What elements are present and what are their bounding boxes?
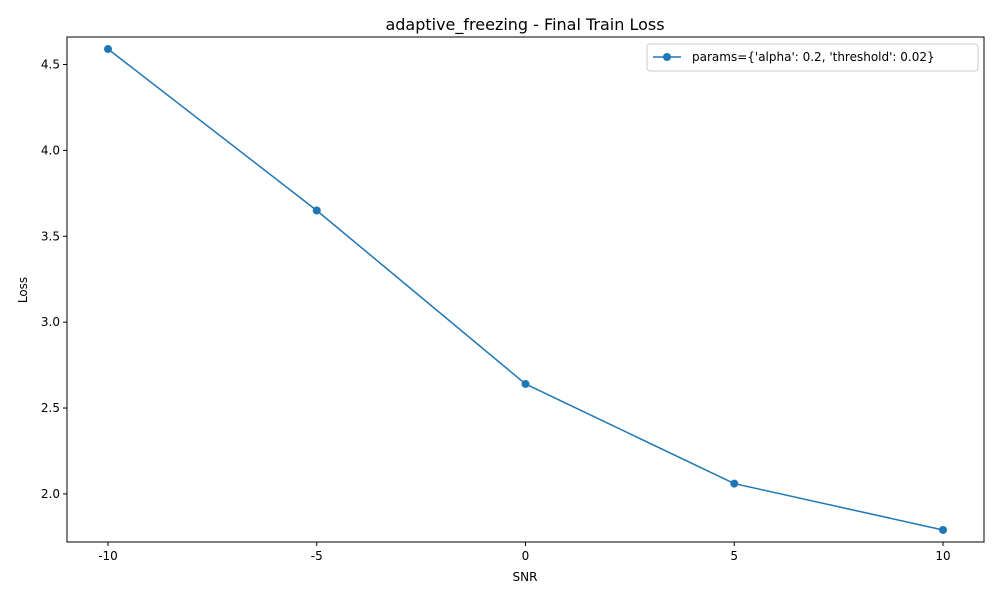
x-tick-label: -5 (311, 549, 323, 563)
legend-point-marker (663, 53, 671, 61)
y-tick-label: 2.0 (41, 487, 60, 501)
legend-frame (646, 43, 979, 72)
legend-entry-label: params={'alpha': 0.2, 'threshold': 0.02} (692, 50, 935, 64)
y-tick-label: 2.5 (41, 401, 60, 415)
data-point (104, 45, 112, 54)
y-tick-label: 4.0 (41, 143, 60, 157)
y-tick-label: 4.5 (41, 57, 60, 71)
y-axis-label: Loss (16, 277, 30, 303)
x-tick-label: 0 (522, 549, 530, 563)
chart-title: adaptive_freezing - Final Train Loss (385, 15, 664, 35)
series-layer (104, 45, 947, 534)
legend: params={'alpha': 0.2, 'threshold': 0.02} (646, 43, 979, 72)
data-point (730, 479, 739, 488)
x-tick-label: -10 (98, 549, 118, 563)
plot-frame (66, 36, 985, 543)
x-axis-label: SNR (513, 570, 538, 584)
x-tick-label: 5 (730, 549, 738, 563)
data-point (939, 525, 947, 534)
data-point (312, 206, 321, 215)
y-tick-label: 3.0 (41, 315, 60, 329)
y-tick-label: 3.5 (41, 229, 60, 243)
x-axis-ticks: -10 -5 0 5 10 (98, 542, 951, 563)
x-tick-label: 10 (935, 549, 950, 563)
data-point (521, 379, 530, 388)
y-axis-ticks: 2.0 2.5 3.0 3.5 4.0 4.5 (41, 57, 67, 501)
